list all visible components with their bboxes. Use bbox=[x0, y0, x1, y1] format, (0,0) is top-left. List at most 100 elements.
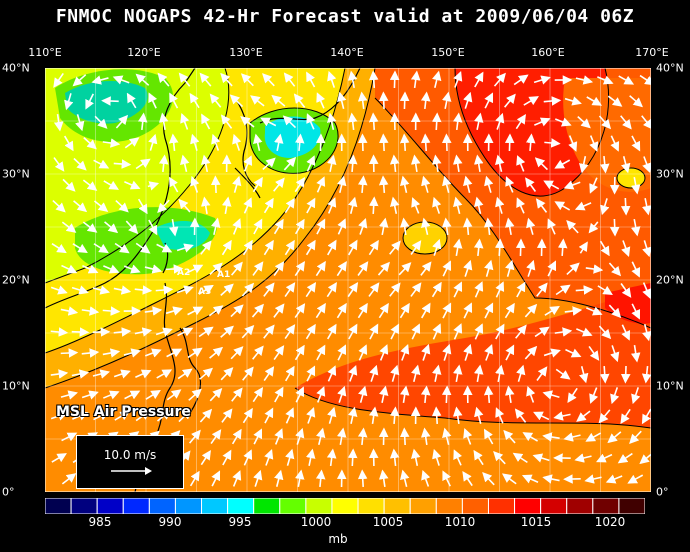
wind-arrow bbox=[294, 303, 306, 319]
wind-arrow bbox=[513, 74, 529, 86]
wind-arrow bbox=[505, 259, 515, 277]
wind-arrow bbox=[60, 306, 79, 316]
wind-arrow bbox=[347, 70, 358, 89]
wind-arrow bbox=[92, 369, 111, 379]
wind-arrow bbox=[199, 367, 214, 380]
wind-arrow bbox=[134, 285, 153, 295]
wind-arrow bbox=[326, 281, 337, 298]
wind-arrow bbox=[348, 239, 358, 256]
wind-arrow bbox=[630, 218, 641, 237]
wind-arrow bbox=[102, 306, 121, 316]
wind-arrow bbox=[198, 284, 214, 295]
colorbar-swatch bbox=[70, 498, 98, 514]
wind-arrow bbox=[453, 323, 463, 340]
wind-arrow bbox=[442, 302, 452, 319]
wind-arrow bbox=[168, 176, 179, 193]
wind-arrow bbox=[566, 262, 580, 276]
wind-arrow bbox=[390, 364, 400, 382]
wind-arrow bbox=[411, 448, 421, 466]
wind-arrow bbox=[316, 176, 326, 193]
wind-arrow bbox=[294, 469, 305, 488]
wind-arrow bbox=[368, 196, 379, 215]
wind-arrow bbox=[526, 385, 536, 403]
wind-arrow bbox=[515, 113, 526, 130]
wind-arrow bbox=[608, 304, 622, 319]
wind-arrow bbox=[411, 364, 421, 382]
wind-arrow bbox=[315, 260, 326, 277]
wind-arrow bbox=[285, 407, 295, 424]
wind-arrow bbox=[306, 448, 316, 466]
wind-arrow bbox=[536, 282, 548, 297]
wind-arrow bbox=[526, 259, 536, 277]
wind-arrow bbox=[231, 387, 243, 402]
wind-arrow bbox=[421, 217, 431, 235]
wind-arrow bbox=[378, 469, 389, 488]
wind-arrow bbox=[123, 348, 141, 358]
wind-arrow bbox=[306, 197, 316, 214]
wind-arrow bbox=[474, 323, 484, 340]
wind-arrow bbox=[85, 93, 95, 110]
wind-arrow bbox=[51, 243, 67, 254]
wind-arrow bbox=[327, 112, 337, 130]
wind-arrow bbox=[61, 432, 78, 442]
wind-arrow bbox=[50, 327, 69, 337]
wind-arrow bbox=[61, 264, 78, 274]
wind-arrow bbox=[641, 365, 651, 384]
wind-arrow bbox=[599, 365, 610, 384]
wind-arrow bbox=[188, 388, 202, 401]
wind-arrow bbox=[378, 91, 389, 110]
colorbar-swatch bbox=[514, 498, 542, 514]
marker-a1: A1 bbox=[217, 270, 231, 280]
wind-arrow bbox=[137, 198, 148, 215]
wind-arrow bbox=[348, 196, 358, 214]
wind-arrow bbox=[547, 260, 557, 277]
wind-arrow bbox=[431, 281, 442, 298]
wind-arrow bbox=[453, 449, 463, 466]
wind-arrow bbox=[453, 71, 463, 88]
wind-arrow bbox=[147, 181, 160, 191]
wind-arrow bbox=[232, 133, 242, 151]
colorbar-label-1005: 1005 bbox=[372, 515, 404, 529]
wind-arrow bbox=[495, 281, 505, 298]
colorbar-swatch bbox=[435, 498, 463, 514]
wind-arrow bbox=[432, 238, 442, 256]
wind-arrow bbox=[585, 264, 604, 274]
wind-arrow bbox=[389, 406, 400, 425]
wind-arrow bbox=[284, 324, 296, 340]
wind-arrow bbox=[347, 112, 358, 131]
wind-arrow bbox=[295, 427, 305, 445]
wind-arrow bbox=[521, 474, 539, 484]
wind-arrow bbox=[102, 348, 121, 358]
wind-arrow bbox=[495, 196, 505, 214]
wind-arrow bbox=[75, 114, 85, 132]
lat-label-10-right: 10°N bbox=[656, 379, 684, 393]
wind-arrow bbox=[316, 92, 326, 109]
wind-arrow bbox=[420, 427, 431, 446]
wind-arrow bbox=[124, 137, 140, 149]
wind-arrow bbox=[463, 91, 473, 109]
lat-label-30-right: 30°N bbox=[656, 167, 684, 181]
colorbar-swatch bbox=[253, 498, 281, 514]
wind-arrow bbox=[543, 96, 562, 106]
wind-arrow bbox=[432, 364, 442, 382]
wind-arrow bbox=[260, 117, 277, 127]
wind-arrow bbox=[347, 282, 359, 298]
wind-arrow bbox=[114, 242, 130, 254]
wind-arrow bbox=[410, 282, 422, 297]
wind-arrow bbox=[577, 116, 591, 129]
lat-label-40-left: 40°N bbox=[2, 61, 30, 75]
wind-arrow bbox=[398, 262, 412, 276]
wind-arrow bbox=[348, 365, 358, 382]
wind-arrow bbox=[378, 133, 389, 152]
wind-arrow bbox=[495, 323, 505, 340]
wind-arrow bbox=[378, 175, 389, 194]
wind-arrow bbox=[495, 407, 505, 424]
wind-arrow bbox=[230, 346, 244, 360]
wind-arrow bbox=[597, 75, 614, 85]
wind-arrow bbox=[348, 323, 358, 340]
wind-arrow bbox=[379, 385, 389, 403]
wind-arrow bbox=[155, 285, 174, 295]
wind-arrow bbox=[209, 93, 222, 108]
wind-arrow bbox=[555, 284, 571, 296]
wind-arrow bbox=[544, 138, 561, 148]
